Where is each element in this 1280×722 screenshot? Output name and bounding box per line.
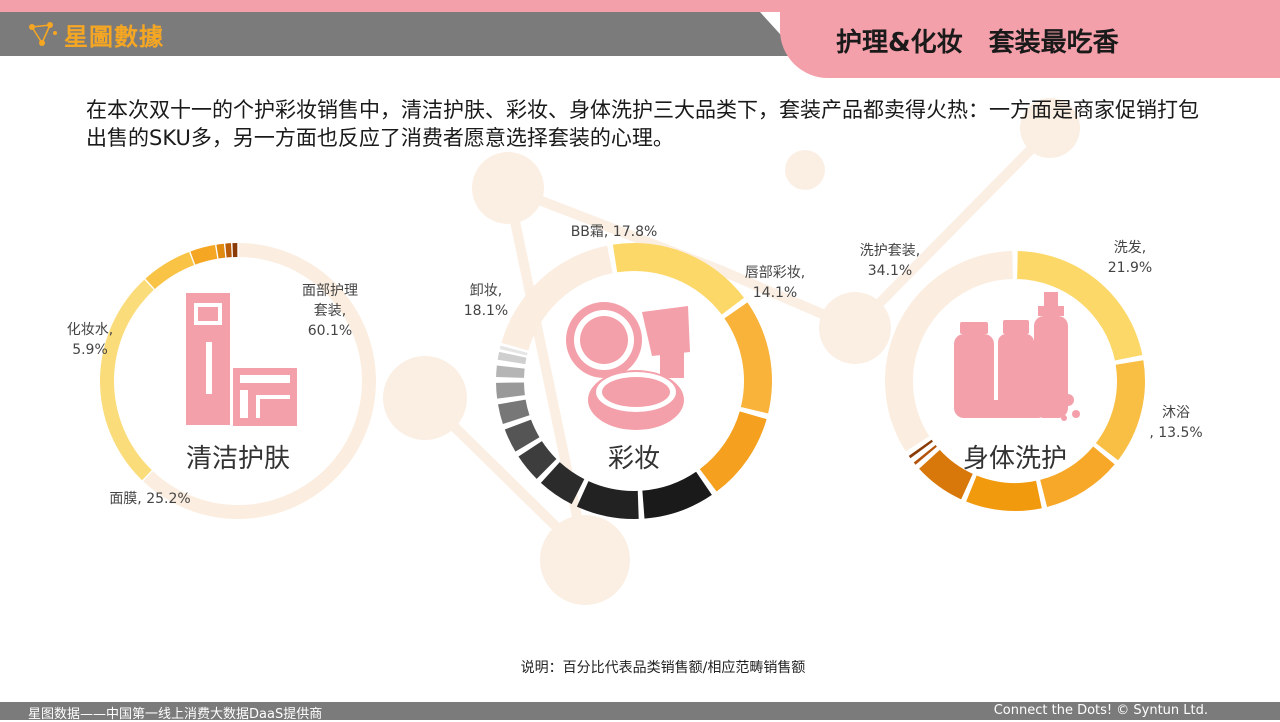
title-tab: [780, 0, 1280, 78]
donut-chart-1: 面部护理套装, 60.1% 面膜, 25.2% 化妆水, 5.9% 清洁护肤: [67, 243, 376, 519]
donut-2-label-1: BB霜, 17.8%: [571, 224, 658, 240]
donut-1-slice-4: [190, 244, 218, 265]
donut-3-center-label: 身体洗护: [963, 444, 1067, 474]
donut-3-slice-2: [1095, 360, 1145, 461]
donut-3-label-2: 沐浴, 13.5%: [1149, 405, 1202, 441]
skincare-bottle-icon: [186, 293, 297, 426]
donut-1-slice-1: [143, 243, 376, 519]
donut-2-slice-5: [576, 481, 639, 519]
chart-note: 说明：百分比代表品类销售额/相应范畴销售额: [520, 660, 806, 676]
donut-2-slice-7: [518, 441, 557, 479]
donut-1-label-3: 化妆水, 5.9%: [67, 322, 113, 358]
body-wash-bottles-icon: [954, 292, 1080, 421]
donut-2-slice-11: [496, 365, 525, 378]
donut-2-label-2: 唇部彩妆, 14.1%: [745, 265, 805, 301]
donut-2-slice-10: [496, 382, 525, 399]
donut-1-slice-3: [145, 251, 195, 290]
donut-3-slice-1: [1017, 251, 1143, 361]
donut-2-slice-12: [497, 351, 527, 365]
constellation-logo-icon: [29, 22, 57, 46]
donut-3-slice-7: [908, 439, 933, 459]
donut-2-center-label: 彩妆: [608, 444, 660, 474]
footer-tagline: 星图数据——中国第一线上消费大数据DaaS提供商: [28, 707, 323, 722]
donut-3-label-1: 洗发, 21.9%: [1108, 240, 1152, 276]
donut-2-slice-6: [540, 462, 585, 505]
page-title: 护理&化妆 套装最吃香: [836, 28, 1119, 58]
top-gray-bar: [0, 12, 800, 56]
donut-2-slice-9: [497, 399, 530, 425]
donut-chart-2: BB霜, 17.8% 唇部彩妆, 14.1% 卸妆, 18.1% 彩妆: [464, 224, 805, 519]
donut-3-slice-4: [966, 475, 1042, 511]
donut-2-slice-8: [504, 419, 540, 452]
donut-2-slice-4: [642, 471, 712, 519]
donut-3-slice-3: [1040, 446, 1115, 507]
donut-2-slice-2: [724, 302, 772, 414]
logo-text: 星圖數據: [64, 22, 164, 51]
donut-2-label-14: 卸妆, 18.1%: [464, 283, 508, 319]
donut-1-label-2: 面膜, 25.2%: [109, 491, 190, 507]
donut-1-label-1: 面部护理套装, 60.1%: [302, 283, 358, 339]
donut-3-label-8: 洗护套装, 34.1%: [860, 243, 920, 279]
donut-1-slice-6: [225, 243, 232, 258]
donut-1-slice-2: [99, 279, 154, 481]
donut-1-slice-5: [216, 243, 226, 259]
donut-2-slice-13: [499, 345, 528, 356]
logo: 星圖數據: [28, 14, 164, 54]
footer-bar: 星图数据——中国第一线上消费大数据DaaS提供商 Connect the Dot…: [0, 702, 1280, 722]
donut-3-slice-6: [913, 444, 937, 465]
donut-1-center-label: 清洁护肤: [186, 444, 290, 474]
footer-copyright: Connect the Dots! © Syntun Ltd.: [993, 703, 1208, 718]
donut-3-slice-8: [884, 251, 1013, 452]
donut-2-slice-3: [699, 411, 767, 492]
intro-paragraph: 在本次双十一的个护彩妆销售中，清洁护肤、彩妆、身体洗护三大品类下，套装产品都卖得…: [86, 98, 1199, 150]
donut-2-slice-1: [612, 243, 745, 315]
donut-1-slice-7: [232, 243, 238, 258]
donut-2-slice-14: [501, 245, 613, 351]
makeup-compact-icon: [566, 302, 690, 430]
donut-3-slice-5: [919, 449, 973, 500]
donut-chart-3: 洗发, 21.9% 沐浴, 13.5% 洗护套装, 34.1% 身体洗护: [860, 240, 1203, 511]
